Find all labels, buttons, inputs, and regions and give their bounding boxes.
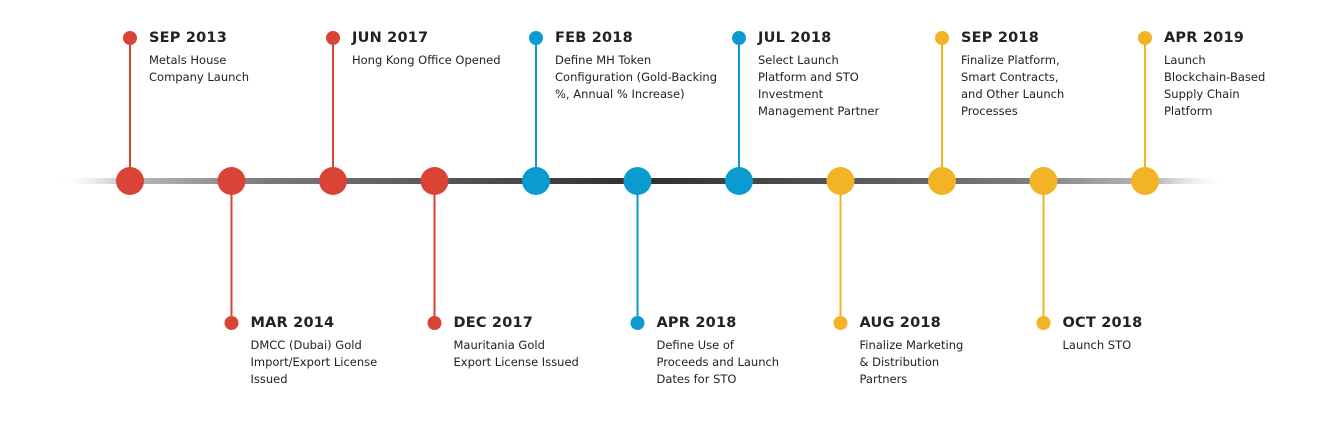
milestone-description: DMCC (Dubai) Gold Import/Export License Is… [251,337,426,388]
milestone-date: AUG 2018 [859,315,941,331]
milestone-description-line: Partners [859,372,908,386]
axis-node [1029,167,1058,195]
milestone-description-line: and Other Launch [961,87,1065,101]
milestone-marker [427,316,442,330]
milestone-date: JUN 2017 [352,30,429,46]
milestone-description-line: & Distribution [859,355,940,369]
milestone-description-line: Processes [961,104,1018,118]
milestone-description-line: Platform and STO [758,70,859,84]
milestone-description: Launch STO [1063,337,1238,354]
milestone-description-line: Import/Export License [250,355,378,369]
milestone-description-line: Launch STO [1062,338,1132,352]
milestone-date: FEB 2018 [555,30,633,46]
milestone-marker [123,31,137,45]
milestone-description-line: Define MH Token [555,53,652,67]
milestone-date: SEP 2018 [961,30,1039,46]
milestone-description: Define MH Token Configuration (Gold-Backi… [555,52,730,103]
milestone-label: FEB 2018 Define MH Token Configuration (Go… [555,29,730,103]
milestone-description-line: Supply Chain [1164,87,1240,101]
milestone-description-line: Define Use of [656,338,734,352]
milestone-label: MAR 2014 DMCC (Dubai) Gold Import/Export L… [251,314,426,388]
milestone-description: Finalize Marketing & Distribution Partners [860,337,1035,388]
milestone-description-line: Management Partner [758,104,880,118]
milestone-marker [529,31,543,45]
milestone-label: SEP 2018 Finalize Platform, Smart Contract… [961,29,1136,120]
axis-node [928,167,956,195]
milestone-date: DEC 2017 [453,315,534,331]
milestone-description-line: Smart Contracts, [961,70,1059,84]
milestone-description-line: Export License Issued [453,355,579,369]
milestone-date: APR 2018 [656,315,737,331]
milestone-description-line: %, Annual % Increase) [555,87,685,101]
milestone-description: Hong Kong Office Opened [352,52,527,69]
milestone-label: AUG 2018 Finalize Marketing & Distribution… [860,314,1035,388]
milestone-label: JUN 2017 Hong Kong Office Opened [352,29,527,69]
milestone-label: SEP 2013 Metals House Company Launch [149,29,324,86]
milestone-date: JUL 2018 [758,30,832,46]
milestone-description-line: Investment [758,87,824,101]
milestone-label: OCT 2018 Launch STO [1063,314,1238,354]
milestone-description-line: Platform [1164,104,1213,118]
milestone-label: APR 2018 Define Use of Proceeds and Launch… [657,314,832,388]
milestone-description: Metals House Company Launch [149,52,324,86]
milestone-description-line: Finalize Marketing [859,338,964,352]
milestone-description-line: Issued [250,372,288,386]
milestone-description-line: Metals House [149,53,227,67]
milestone-description-line: Hong Kong Office Opened [352,53,501,67]
milestone-description-line: Company Launch [149,70,250,84]
milestone-date: OCT 2018 [1062,315,1143,331]
milestone-date: SEP 2013 [149,30,227,46]
axis-node [420,167,449,195]
milestone-description: Select Launch Platform and STO Investment M… [758,52,933,120]
milestone-description-line: Launch [1164,53,1206,67]
milestone-marker [1036,316,1051,330]
milestone-description: Define Use of Proceeds and Launch Dates fo… [657,337,832,388]
milestone-marker [630,316,645,330]
axis-node [725,167,753,195]
milestone-description-line: Finalize Platform, [961,53,1060,67]
milestone-label: APR 2019 Launch Blockchain-Based Supply Cha… [1164,29,1339,120]
milestone-date: APR 2019 [1164,30,1245,46]
milestone-label: DEC 2017 Mauritania Gold Export License Is… [454,314,629,371]
milestone-marker [326,31,340,45]
milestone-label: JUL 2018 Select Launch Platform and STO Inv… [758,29,933,120]
axis-node [217,167,246,195]
milestone-description: Launch Blockchain-Based Supply Chain Platfo… [1164,52,1339,120]
axis-node [1131,167,1159,195]
milestone-description: Finalize Platform, Smart Contracts, and Ot… [961,52,1136,120]
milestone-description-line: Select Launch [758,53,839,67]
milestone-marker [1138,31,1152,45]
milestone-description-line: Blockchain-Based [1164,70,1266,84]
axis-node [522,167,550,195]
milestone-description: Mauritania Gold Export License Issued [454,337,629,371]
axis-node [319,167,347,195]
milestone-description-line: Configuration (Gold-Backing [555,70,718,84]
milestone-marker [935,31,949,45]
axis-node [116,167,144,195]
milestone-marker [732,31,746,45]
milestone-description-line: Dates for STO [656,372,737,386]
axis-node [623,167,652,195]
milestone-description-line: Proceeds and Launch [656,355,780,369]
milestone-marker [833,316,848,330]
milestone-description-line: Mauritania Gold [453,338,545,352]
axis-node [826,167,855,195]
milestone-marker [224,316,239,330]
milestone-date: MAR 2014 [250,315,335,331]
milestone-description-line: DMCC (Dubai) Gold [250,338,362,352]
